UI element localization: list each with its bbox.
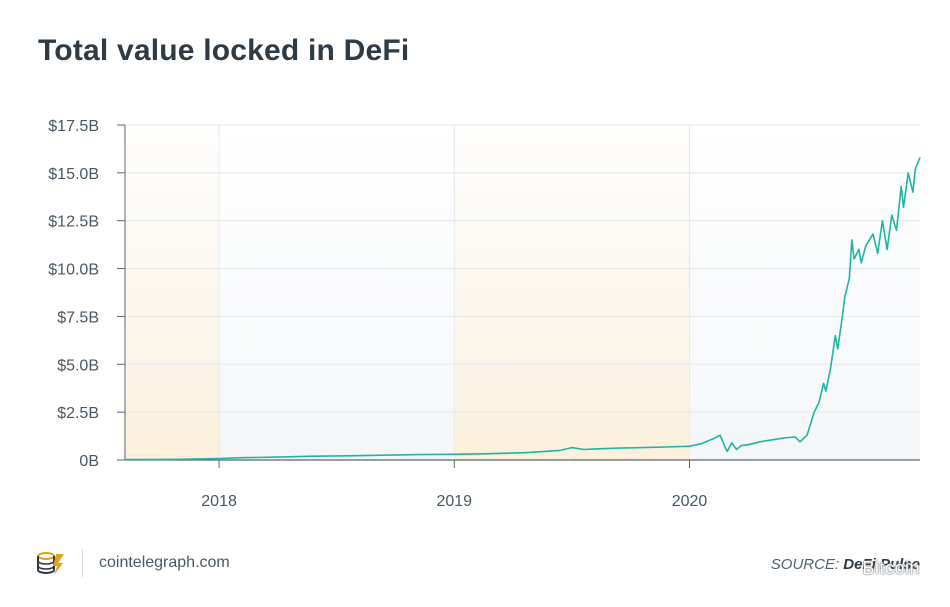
y-axis: 0B $2.5B $5.0B $7.5B $10.0B $12.5B $15.0B $17.5… <box>48 118 126 470</box>
x-tick-label: 2019 <box>436 493 472 510</box>
y-tick-label: 0B <box>79 453 99 470</box>
footer-site: cointelegraph.com <box>99 554 230 571</box>
shaded-bands <box>125 125 690 460</box>
y-tick-label: $7.5B <box>57 309 99 326</box>
series-group <box>124 157 921 461</box>
watermark: Bitcoin <box>862 558 920 578</box>
x-axis: 2018 2019 2020 <box>125 459 920 510</box>
y-tick-label: $10.0B <box>48 262 99 279</box>
cointelegraph-logo-icon <box>37 552 64 575</box>
source-name: DeFi Pulse <box>843 556 920 573</box>
gridlines <box>125 124 920 460</box>
y-tick-label: $2.5B <box>57 405 99 422</box>
x-tick-label: 2018 <box>201 493 237 510</box>
shaded-band-0 <box>125 125 220 460</box>
series-line-0 <box>124 157 921 461</box>
y-tick-label: $15.0B <box>48 166 99 183</box>
source-credit: SOURCE: DeFi Pulse <box>771 556 920 573</box>
y-tick-label: $17.5B <box>48 118 99 135</box>
footer-divider <box>82 549 83 577</box>
chart: 0B $2.5B $5.0B $7.5B $10.0B $12.5B $15.0B $17.5… <box>48 118 921 510</box>
x-tick-label: 2020 <box>672 493 708 510</box>
chart-title: Total value locked in DeFi <box>38 34 410 67</box>
y-tick-label: $12.5B <box>48 214 99 231</box>
shaded-band-1 <box>454 125 690 460</box>
source-prefix: SOURCE: <box>770 556 844 573</box>
y-tick-label: $5.0B <box>57 357 99 374</box>
